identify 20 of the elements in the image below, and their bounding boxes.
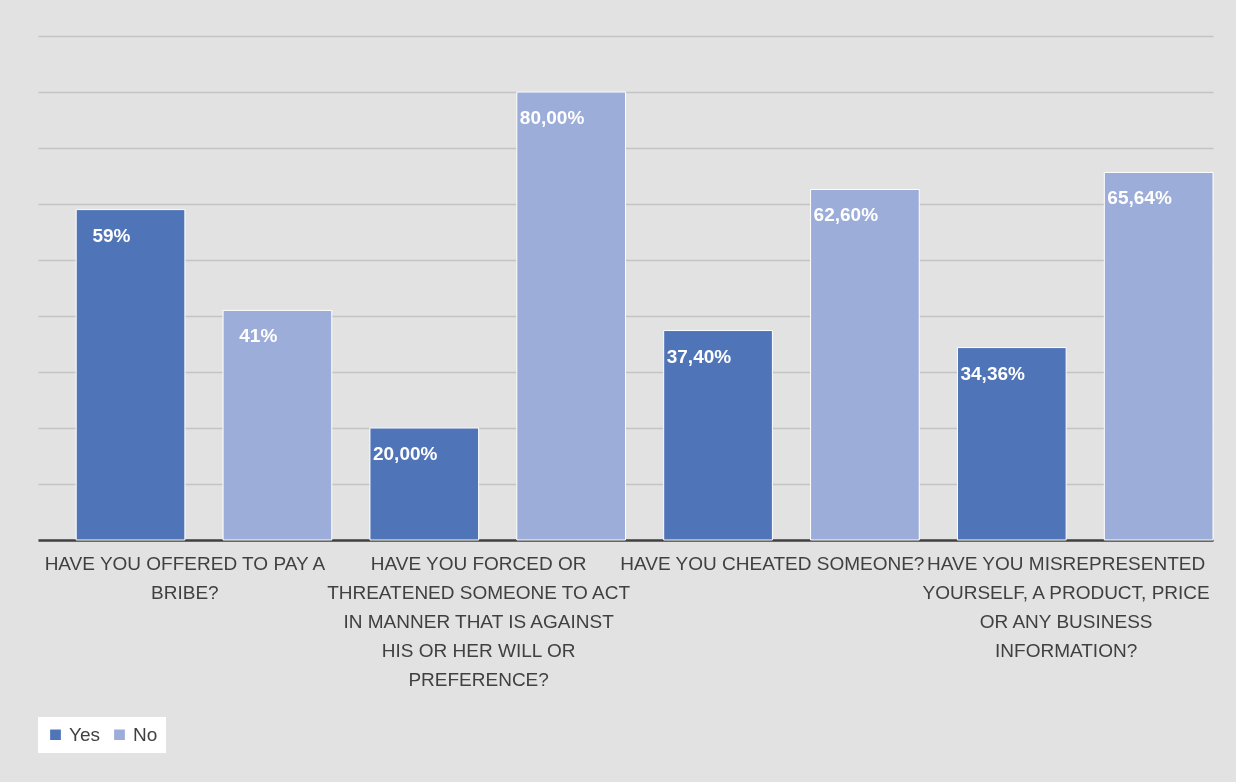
data-label: 34,36% xyxy=(960,362,1026,384)
bar xyxy=(1103,171,1214,541)
bar xyxy=(956,347,1067,541)
bar xyxy=(663,330,773,541)
legend-label: No xyxy=(133,723,158,745)
data-label: 62,60% xyxy=(813,204,879,226)
bar xyxy=(516,91,626,541)
data-label: 59% xyxy=(92,224,131,246)
data-label: 37,40% xyxy=(666,345,732,367)
bar xyxy=(75,209,186,541)
data-label: 80,00% xyxy=(519,107,585,128)
x-tick-label: HAVE YOU CHEATED SOMEONE? xyxy=(620,552,925,574)
bar xyxy=(810,188,920,541)
data-label: 41% xyxy=(239,325,278,347)
data-label: 65,64% xyxy=(1107,187,1172,209)
legend-label: Yes xyxy=(69,723,100,745)
bar xyxy=(369,427,480,541)
data-label: 20,00% xyxy=(372,443,438,464)
bar xyxy=(222,309,333,541)
x-tick-label: HAVE YOU OFFERED TO PAY A BRIBE? xyxy=(44,552,326,603)
